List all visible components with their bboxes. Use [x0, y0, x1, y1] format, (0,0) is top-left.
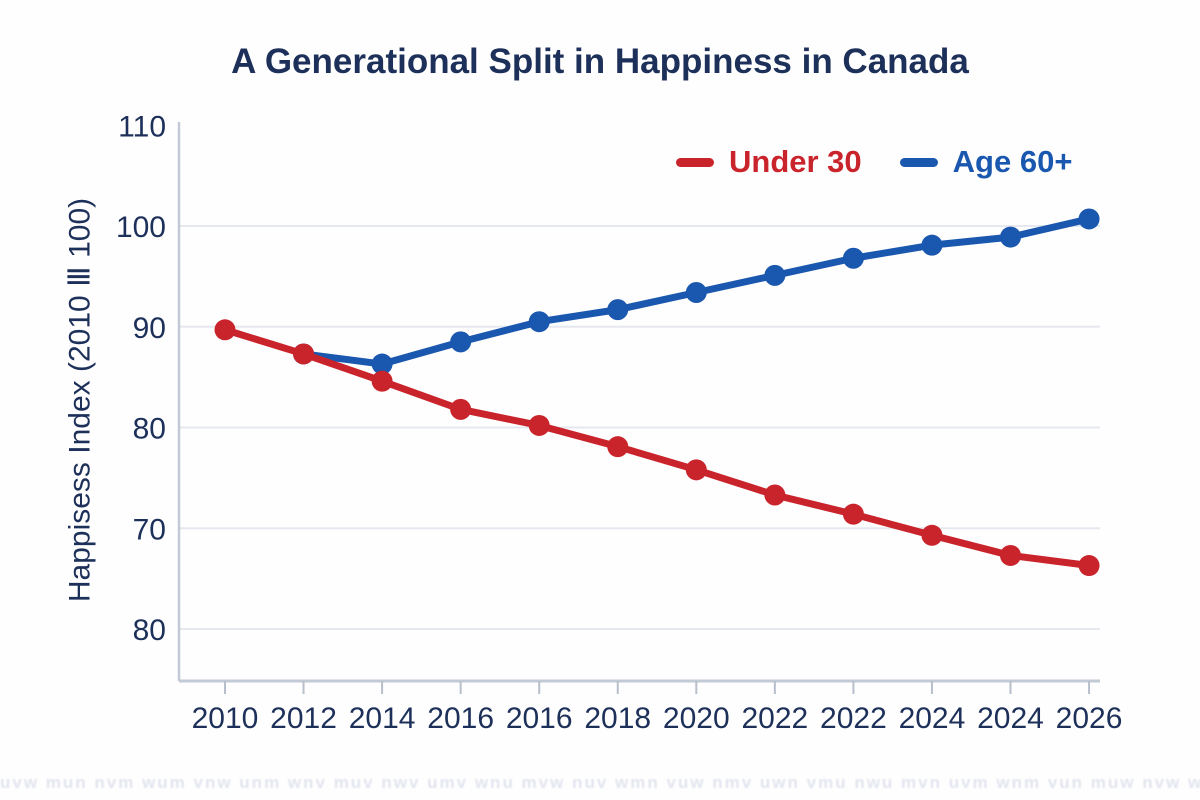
x-tick-label: 2022	[820, 702, 887, 735]
data-point-under-30	[842, 503, 864, 525]
x-tick-label: 2010	[192, 702, 259, 735]
data-point-under-30	[685, 459, 707, 481]
data-point-age-60-	[607, 299, 629, 321]
data-point-under-30	[450, 398, 472, 420]
y-tick-label: 110	[118, 110, 166, 143]
x-tick-label: 2020	[663, 702, 730, 735]
data-point-under-30	[764, 484, 786, 506]
y-tick-label: 90	[133, 312, 166, 345]
legend-label-age-60: Age 60+	[952, 144, 1073, 179]
y-tick-label: 80	[133, 614, 166, 647]
x-tick-label: 2024	[977, 702, 1044, 735]
y-tick-label: 100	[116, 211, 166, 244]
x-tick-label: 2022	[741, 702, 808, 735]
data-point-under-30	[528, 414, 550, 436]
legend-dash-red	[676, 157, 714, 167]
x-tick-label: 2014	[349, 702, 416, 735]
chart-title: A Generational Split in Happiness in Can…	[231, 42, 969, 81]
data-point-under-30	[371, 370, 393, 392]
x-tick-label: 2016	[427, 702, 494, 735]
y-tick-label: 80	[133, 413, 166, 446]
x-tick-label: 2024	[899, 702, 966, 735]
x-tick-label: 2016	[506, 702, 573, 735]
legend-item-under-30: Under 30	[676, 144, 862, 180]
y-tick-label: 70	[133, 513, 166, 546]
data-point-under-30	[1000, 544, 1021, 566]
data-point-age-60-	[764, 264, 786, 286]
data-point-under-30	[293, 343, 315, 365]
x-tick-label: 2026	[1056, 702, 1123, 735]
series-line-under-30	[221, 326, 1093, 570]
data-point-age-60-	[1078, 208, 1100, 230]
chart-legend: Under 30 Age 60+	[676, 144, 1072, 180]
data-point-age-60-	[371, 353, 393, 375]
data-point-under-30	[607, 436, 629, 458]
data-point-age-60-	[842, 247, 864, 269]
data-point-age-60-	[450, 331, 472, 353]
legend-dash-blue	[899, 157, 938, 167]
data-point-age-60-	[528, 311, 550, 333]
data-point-under-30	[214, 319, 236, 341]
x-tick-label: 2018	[584, 702, 651, 735]
data-point-age-60-	[921, 234, 943, 256]
footer-watermark-noise: uvw mun nvm wum vnw unm wnv muv nwv umv …	[0, 773, 1200, 792]
x-tick-label: 2012	[270, 702, 337, 735]
legend-item-age-60: Age 60+	[899, 144, 1073, 180]
data-point-age-60-	[1000, 226, 1021, 248]
data-point-age-60-	[685, 281, 707, 303]
data-point-under-30	[1078, 555, 1100, 577]
data-point-under-30	[921, 524, 943, 546]
legend-label-under-30: Under 30	[729, 144, 862, 179]
